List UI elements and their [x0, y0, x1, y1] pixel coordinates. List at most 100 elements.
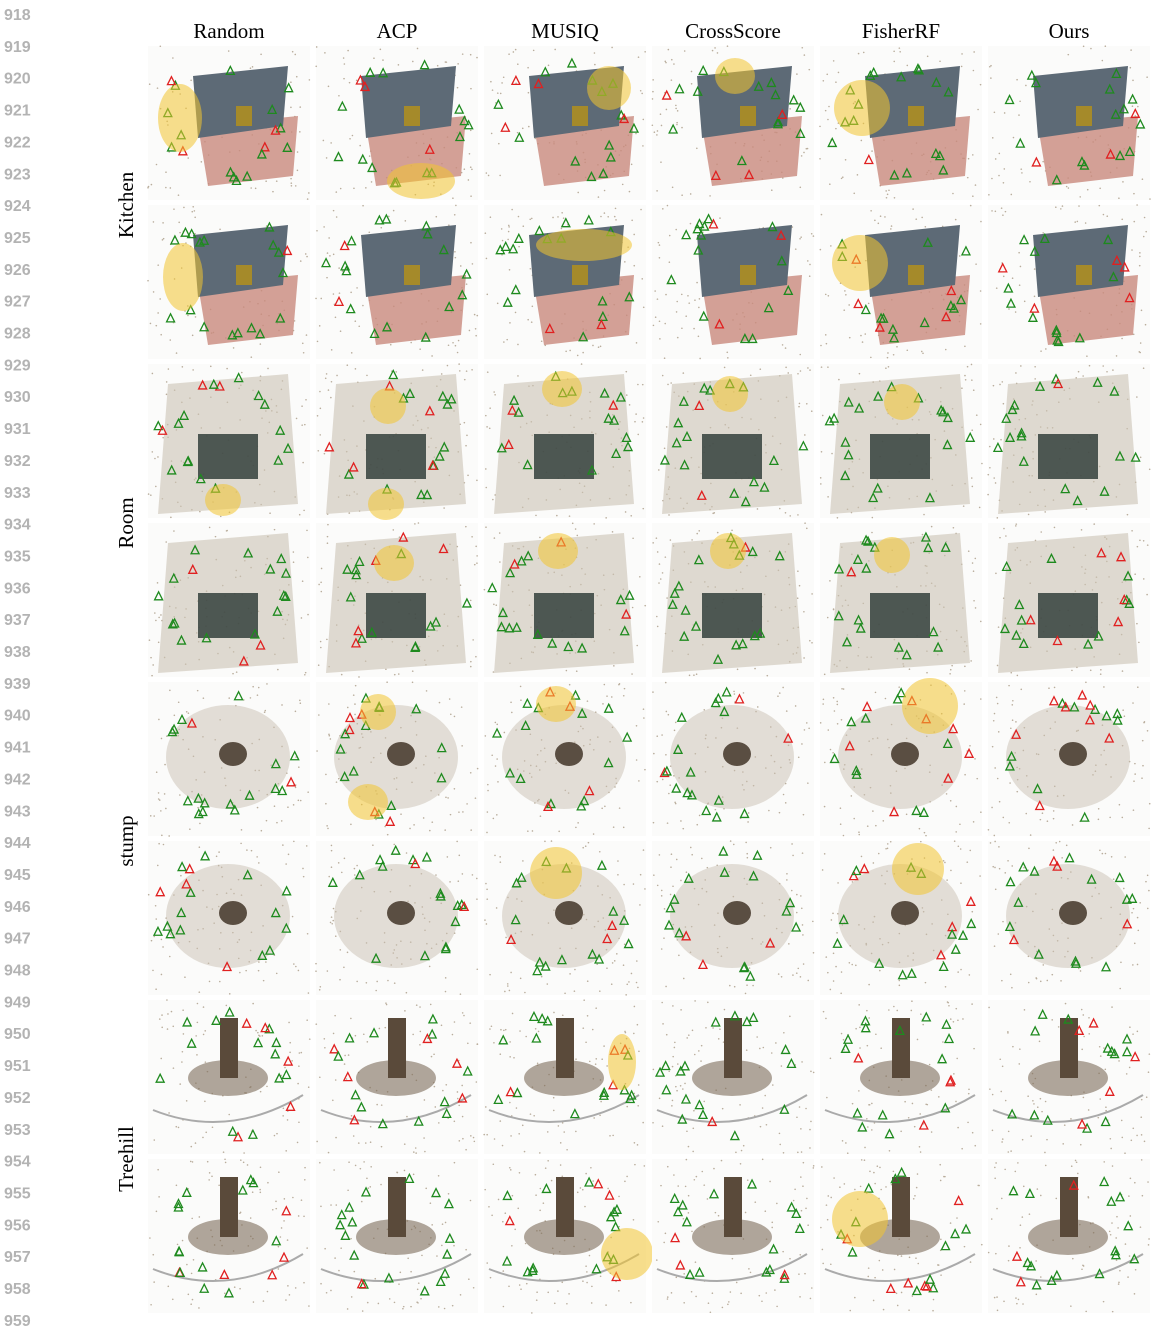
figure-panel — [988, 523, 1150, 677]
point-cloud — [148, 493, 150, 495]
point-cloud — [1102, 365, 1104, 367]
point-cloud — [299, 700, 301, 702]
point-cloud — [999, 801, 1001, 803]
point-cloud — [1122, 181, 1124, 183]
point-cloud — [476, 57, 478, 59]
point-cloud — [326, 639, 328, 641]
point-cloud — [258, 970, 260, 972]
point-cloud — [433, 1053, 435, 1055]
point-cloud — [1077, 221, 1079, 223]
point-cloud — [653, 1069, 655, 1071]
point-cloud — [625, 994, 627, 996]
point-cloud — [430, 1202, 432, 1204]
point-cloud — [868, 1017, 870, 1019]
point-cloud — [843, 688, 845, 690]
point-cloud — [1137, 546, 1139, 548]
point-cloud — [368, 231, 370, 233]
point-cloud — [1145, 231, 1147, 233]
point-cloud — [823, 80, 825, 82]
point-cloud — [592, 1029, 594, 1031]
point-cloud — [349, 82, 351, 84]
point-cloud — [339, 292, 341, 294]
point-cloud — [859, 373, 861, 375]
point-cloud — [483, 1134, 485, 1136]
point-cloud — [806, 722, 808, 724]
point-cloud — [305, 399, 307, 401]
point-cloud — [153, 815, 155, 817]
point-cloud — [197, 1003, 199, 1005]
point-cloud — [293, 841, 295, 843]
highlight — [538, 533, 578, 569]
point-cloud — [511, 712, 513, 714]
point-cloud — [1097, 1117, 1099, 1119]
point-cloud — [1028, 514, 1030, 516]
point-cloud — [1070, 1118, 1072, 1120]
point-cloud — [466, 803, 468, 805]
point-cloud — [539, 537, 541, 539]
figure-panel — [484, 363, 646, 518]
point-cloud — [666, 1034, 668, 1036]
point-cloud — [975, 263, 977, 265]
point-cloud — [656, 616, 658, 618]
point-cloud — [701, 858, 703, 860]
point-cloud — [1105, 1110, 1107, 1112]
point-cloud — [797, 514, 799, 516]
point-cloud — [386, 1004, 388, 1006]
point-cloud — [157, 312, 159, 314]
point-cloud — [347, 50, 349, 52]
point-cloud — [1121, 1137, 1123, 1139]
point-cloud — [1066, 845, 1068, 847]
point-cloud — [1067, 54, 1069, 56]
point-cloud — [893, 354, 895, 356]
point-cloud — [501, 228, 503, 230]
point-cloud — [487, 371, 489, 373]
point-cloud — [1020, 689, 1022, 691]
point-cloud — [209, 1172, 211, 1174]
line-number: 930 — [4, 389, 31, 406]
point-cloud — [250, 356, 252, 358]
figure-panel — [988, 1000, 1150, 1154]
point-cloud — [671, 853, 673, 855]
point-cloud — [1018, 252, 1020, 254]
point-cloud — [1111, 856, 1113, 858]
point-cloud — [192, 335, 194, 337]
point-cloud — [807, 782, 809, 784]
point-cloud — [566, 1149, 568, 1151]
point-cloud — [202, 1137, 204, 1139]
point-cloud — [976, 414, 978, 416]
figure-panel — [987, 364, 1150, 519]
point-cloud — [278, 1171, 280, 1173]
point-cloud — [995, 888, 997, 890]
point-cloud — [461, 1085, 463, 1087]
point-cloud — [253, 1301, 255, 1303]
point-cloud — [285, 1299, 287, 1301]
point-cloud — [1143, 578, 1145, 580]
point-cloud — [993, 385, 995, 387]
point-cloud — [1018, 1063, 1020, 1065]
figure-panel — [820, 840, 982, 995]
point-cloud — [412, 670, 414, 672]
point-cloud — [863, 52, 865, 54]
point-cloud — [505, 937, 507, 939]
point-cloud — [880, 1047, 882, 1049]
point-cloud — [491, 133, 493, 135]
point-cloud — [1130, 67, 1132, 69]
point-cloud — [662, 1023, 664, 1025]
point-cloud — [1127, 514, 1129, 516]
point-cloud — [156, 1211, 158, 1213]
point-cloud — [321, 568, 323, 570]
point-cloud — [806, 528, 808, 530]
point-cloud — [994, 945, 996, 947]
point-cloud — [973, 600, 975, 602]
point-cloud — [802, 852, 804, 854]
point-cloud — [582, 1027, 584, 1029]
point-cloud — [275, 1208, 277, 1210]
point-cloud — [1103, 214, 1105, 216]
point-cloud — [1133, 221, 1135, 223]
point-cloud — [325, 774, 327, 776]
object — [236, 106, 252, 126]
point-cloud — [633, 234, 635, 236]
point-cloud — [325, 377, 327, 379]
point-cloud — [660, 578, 662, 580]
point-cloud — [657, 298, 659, 300]
